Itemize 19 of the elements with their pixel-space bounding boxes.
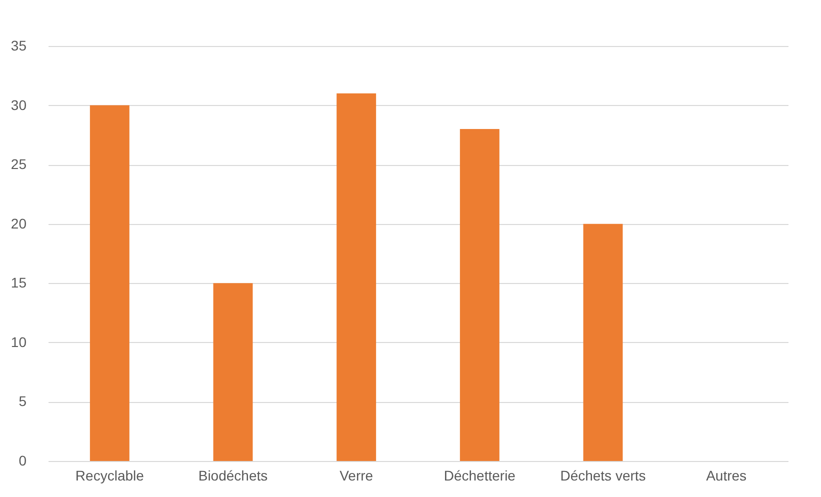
bar xyxy=(90,105,130,461)
y-tick-label: 5 xyxy=(18,393,27,410)
y-tick-label: 20 xyxy=(10,215,27,232)
bar xyxy=(336,93,376,461)
x-tick-label: Déchetterie xyxy=(444,468,516,484)
bar xyxy=(213,283,253,461)
x-tick-label: Verre xyxy=(340,468,374,484)
y-tick-label: 30 xyxy=(10,96,27,113)
x-tick-label: Déchets verts xyxy=(560,468,646,484)
y-tick-label: 25 xyxy=(10,156,27,172)
bar xyxy=(583,224,623,461)
y-tick-label: 35 xyxy=(10,38,27,54)
y-tick-label: 15 xyxy=(10,274,27,291)
x-tick-label: Autres xyxy=(706,468,747,484)
x-tick-label: Biodéchets xyxy=(198,468,268,484)
y-tick-label: 0 xyxy=(18,452,27,468)
x-tick-label: Recyclable xyxy=(75,468,144,484)
y-tick-label: 10 xyxy=(10,334,27,350)
bar xyxy=(460,129,500,461)
